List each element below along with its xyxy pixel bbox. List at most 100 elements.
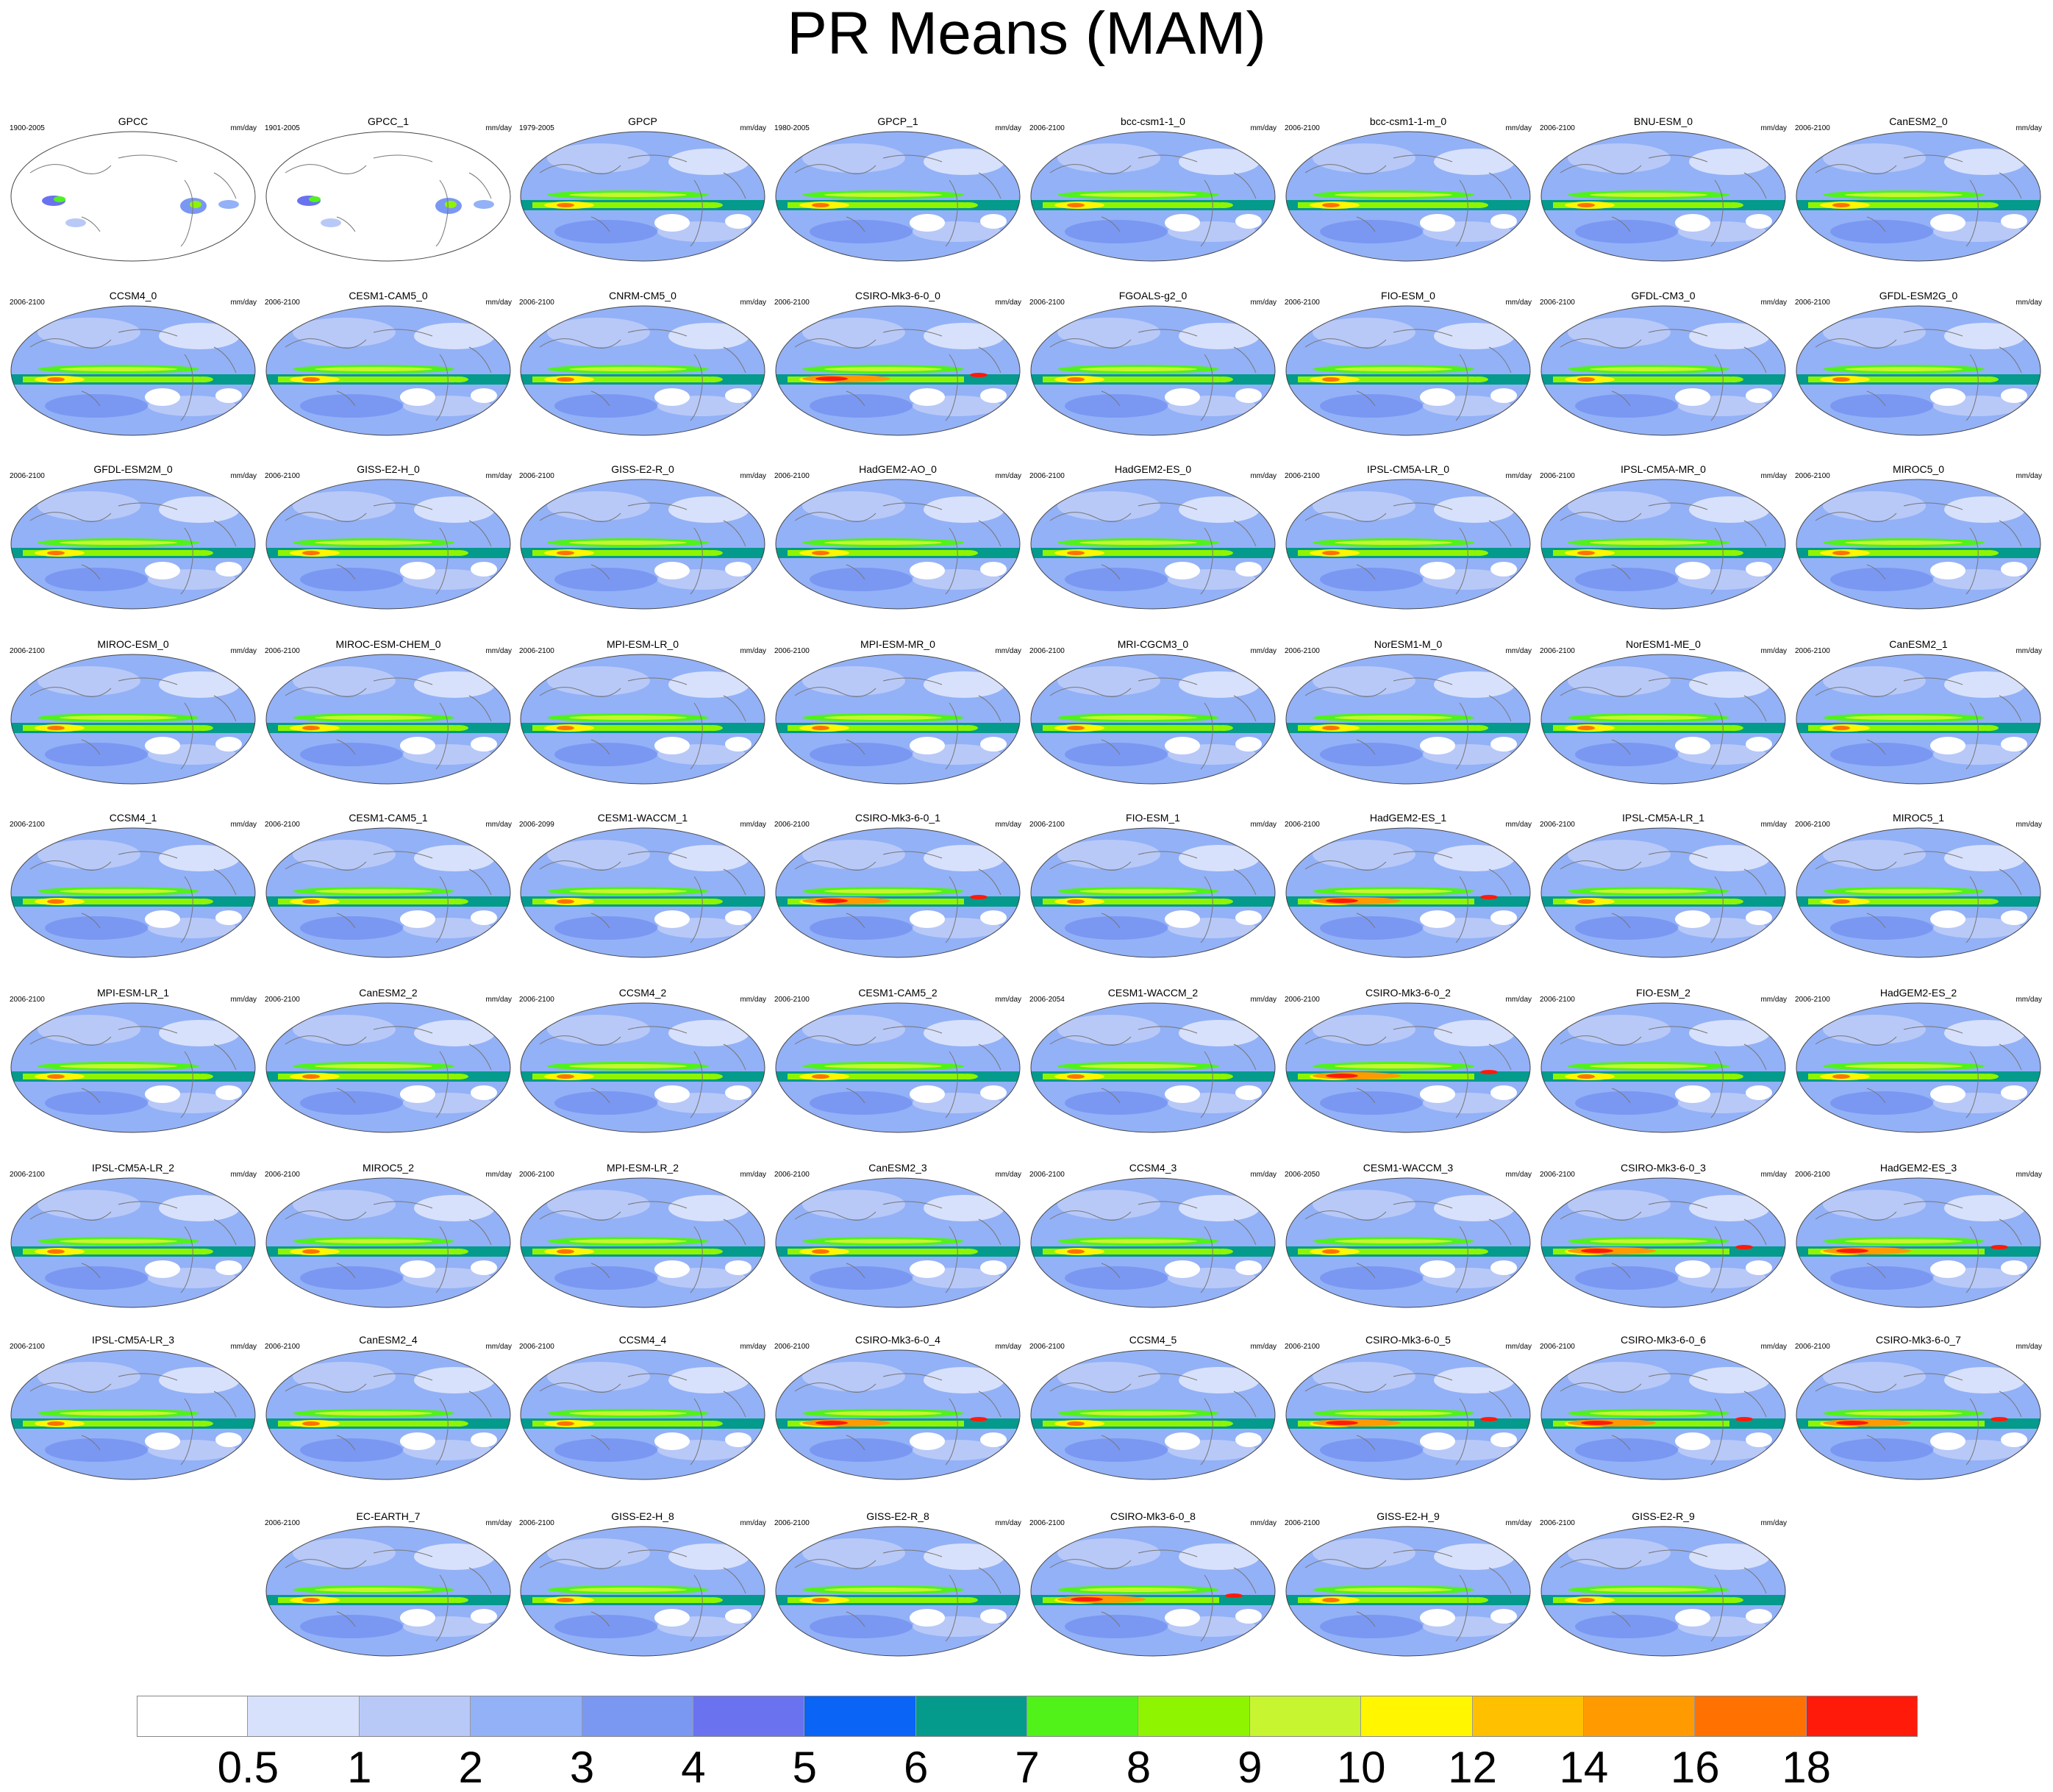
map-panel: BNU-ESM_0 2006-2100 mm/day — [1538, 114, 1788, 265]
panel-title: CanESM2_4 — [359, 1334, 418, 1346]
panel-units: mm/day — [1250, 996, 1277, 1004]
precip-map — [10, 131, 256, 262]
panel-units: mm/day — [2015, 647, 2042, 655]
panel-units: mm/day — [740, 124, 766, 132]
panel-period: 2006-2100 — [1029, 647, 1065, 655]
colorbar-swatch — [248, 1696, 360, 1737]
panel-period: 2006-2100 — [1029, 472, 1065, 480]
panel-units: mm/day — [1250, 299, 1277, 307]
panel-title: CCSM4_0 — [109, 290, 157, 301]
panel-period: 2006-2100 — [774, 472, 810, 480]
panel-period: 2006-2100 — [1795, 1343, 1830, 1351]
panel-title: GFDL-ESM2M_0 — [93, 463, 173, 475]
panel-period: 2006-2100 — [1285, 1519, 1320, 1527]
map-panel: MPI-ESM-LR_2 2006-2100 mm/day — [518, 1160, 768, 1311]
panel-units: mm/day — [1760, 1519, 1787, 1527]
colorbar-swatch — [1027, 1696, 1139, 1737]
panel-units: mm/day — [1250, 1343, 1277, 1351]
panel-units: mm/day — [1250, 1519, 1277, 1527]
precip-map — [520, 1349, 765, 1480]
precip-map — [265, 131, 511, 262]
panel-period: 1979-2005 — [519, 124, 554, 132]
map-panel: MPI-ESM-LR_0 2006-2100 mm/day — [518, 637, 768, 788]
panel-period: 2006-2100 — [774, 647, 810, 655]
panel-period: 2006-2100 — [265, 1519, 300, 1527]
panel-title: CCSM4_3 — [1129, 1162, 1177, 1174]
panel-title: CSIRO-Mk3-6-0_3 — [1621, 1162, 1706, 1174]
panel-title: MRI-CGCM3_0 — [1117, 638, 1189, 650]
panel-units: mm/day — [485, 124, 512, 132]
colorbar-swatch — [471, 1696, 582, 1737]
precip-map — [265, 1002, 511, 1133]
precip-map — [265, 305, 511, 436]
map-panel: CCSM4_3 2006-2100 mm/day — [1028, 1160, 1278, 1311]
precip-map — [775, 1349, 1021, 1480]
map-panel: GPCC_1 1901-2005 mm/day — [263, 114, 513, 265]
panel-period: 2006-2100 — [519, 647, 554, 655]
map-panel: IPSL-CM5A-LR_1 2006-2100 mm/day — [1538, 810, 1788, 961]
panel-period: 2006-2100 — [265, 299, 300, 307]
panel-period: 2006-2100 — [1029, 1519, 1065, 1527]
precip-map — [520, 827, 765, 958]
colorbar-tick-label: 1 — [347, 1743, 372, 1792]
panel-units: mm/day — [1505, 1343, 1532, 1351]
precip-map — [1030, 1526, 1276, 1657]
panel-title: BNU-ESM_0 — [1633, 115, 1693, 127]
panel-title: CSIRO-Mk3-6-0_4 — [855, 1334, 940, 1346]
panel-title: MPI-ESM-LR_0 — [606, 638, 679, 650]
map-panel: FIO-ESM_1 2006-2100 mm/day — [1028, 810, 1278, 961]
map-panel: CanESM2_0 2006-2100 mm/day — [1793, 114, 2043, 265]
panel-units: mm/day — [1760, 1343, 1787, 1351]
precip-map — [520, 1526, 765, 1657]
panel-units: mm/day — [995, 996, 1021, 1004]
panel-units: mm/day — [1760, 996, 1787, 1004]
panel-period: 2006-2100 — [1029, 299, 1065, 307]
colorbar-swatch — [1361, 1696, 1473, 1737]
panel-period: 2006-2100 — [1029, 1343, 1065, 1351]
panel-period: 2006-2100 — [774, 299, 810, 307]
colorbar-tick-label: 0.5 — [217, 1743, 279, 1792]
panel-units: mm/day — [1505, 299, 1532, 307]
precip-map — [520, 654, 765, 785]
precip-map — [520, 1002, 765, 1133]
panel-period: 2006-2100 — [519, 472, 554, 480]
panel-period: 2006-2100 — [1285, 472, 1320, 480]
panel-period: 2006-2100 — [265, 1171, 300, 1179]
map-panel: CSIRO-Mk3-6-0_0 2006-2100 mm/day — [773, 288, 1023, 439]
map-panel: CSIRO-Mk3-6-0_5 2006-2100 mm/day — [1283, 1332, 1533, 1483]
panel-title: GISS-E2-H_8 — [611, 1510, 674, 1522]
panel-title: GFDL-CM3_0 — [1631, 290, 1696, 301]
map-panel: IPSL-CM5A-LR_0 2006-2100 mm/day — [1283, 462, 1533, 613]
precip-map — [775, 131, 1021, 262]
panel-title: CSIRO-Mk3-6-0_1 — [855, 812, 940, 824]
panel-period: 2006-2100 — [519, 1519, 554, 1527]
panel-title: CanESM2_2 — [359, 987, 418, 999]
map-panel: CSIRO-Mk3-6-0_6 2006-2100 mm/day — [1538, 1332, 1788, 1483]
map-panel: CSIRO-Mk3-6-0_3 2006-2100 mm/day — [1538, 1160, 1788, 1311]
panel-title: FIO-ESM_1 — [1126, 812, 1180, 824]
panel-title: CESM1-CAM5_1 — [349, 812, 428, 824]
panel-title: IPSL-CM5A-LR_2 — [91, 1162, 175, 1174]
panel-units: mm/day — [2015, 124, 2042, 132]
precip-map — [1030, 131, 1276, 262]
panel-period: 2006-2100 — [1029, 124, 1065, 132]
panel-units: mm/day — [995, 647, 1021, 655]
precip-map — [265, 654, 511, 785]
map-panel: MIROC5_1 2006-2100 mm/day — [1793, 810, 2043, 961]
map-panel: MPI-ESM-MR_0 2006-2100 mm/day — [773, 637, 1023, 788]
map-panel: MIROC-ESM-CHEM_0 2006-2100 mm/day — [263, 637, 513, 788]
precip-map — [1030, 1002, 1276, 1133]
panel-title: CCSM4_5 — [1129, 1334, 1177, 1346]
panel-title: MIROC-ESM_0 — [97, 638, 169, 650]
map-panel: MIROC5_0 2006-2100 mm/day — [1793, 462, 2043, 613]
panel-period: 2006-2100 — [1540, 1519, 1575, 1527]
panel-units: mm/day — [740, 647, 766, 655]
map-panel: IPSL-CM5A-LR_3 2006-2100 mm/day — [8, 1332, 258, 1483]
panel-title: GPCP — [628, 115, 657, 127]
panel-period: 2006-2100 — [1285, 124, 1320, 132]
panel-title: HadGEM2-AO_0 — [859, 463, 937, 475]
precip-map — [775, 654, 1021, 785]
panel-title: FIO-ESM_0 — [1381, 290, 1435, 301]
map-panel: GPCP 1979-2005 mm/day — [518, 114, 768, 265]
map-panel: GISS-E2-H_8 2006-2100 mm/day — [518, 1509, 768, 1660]
